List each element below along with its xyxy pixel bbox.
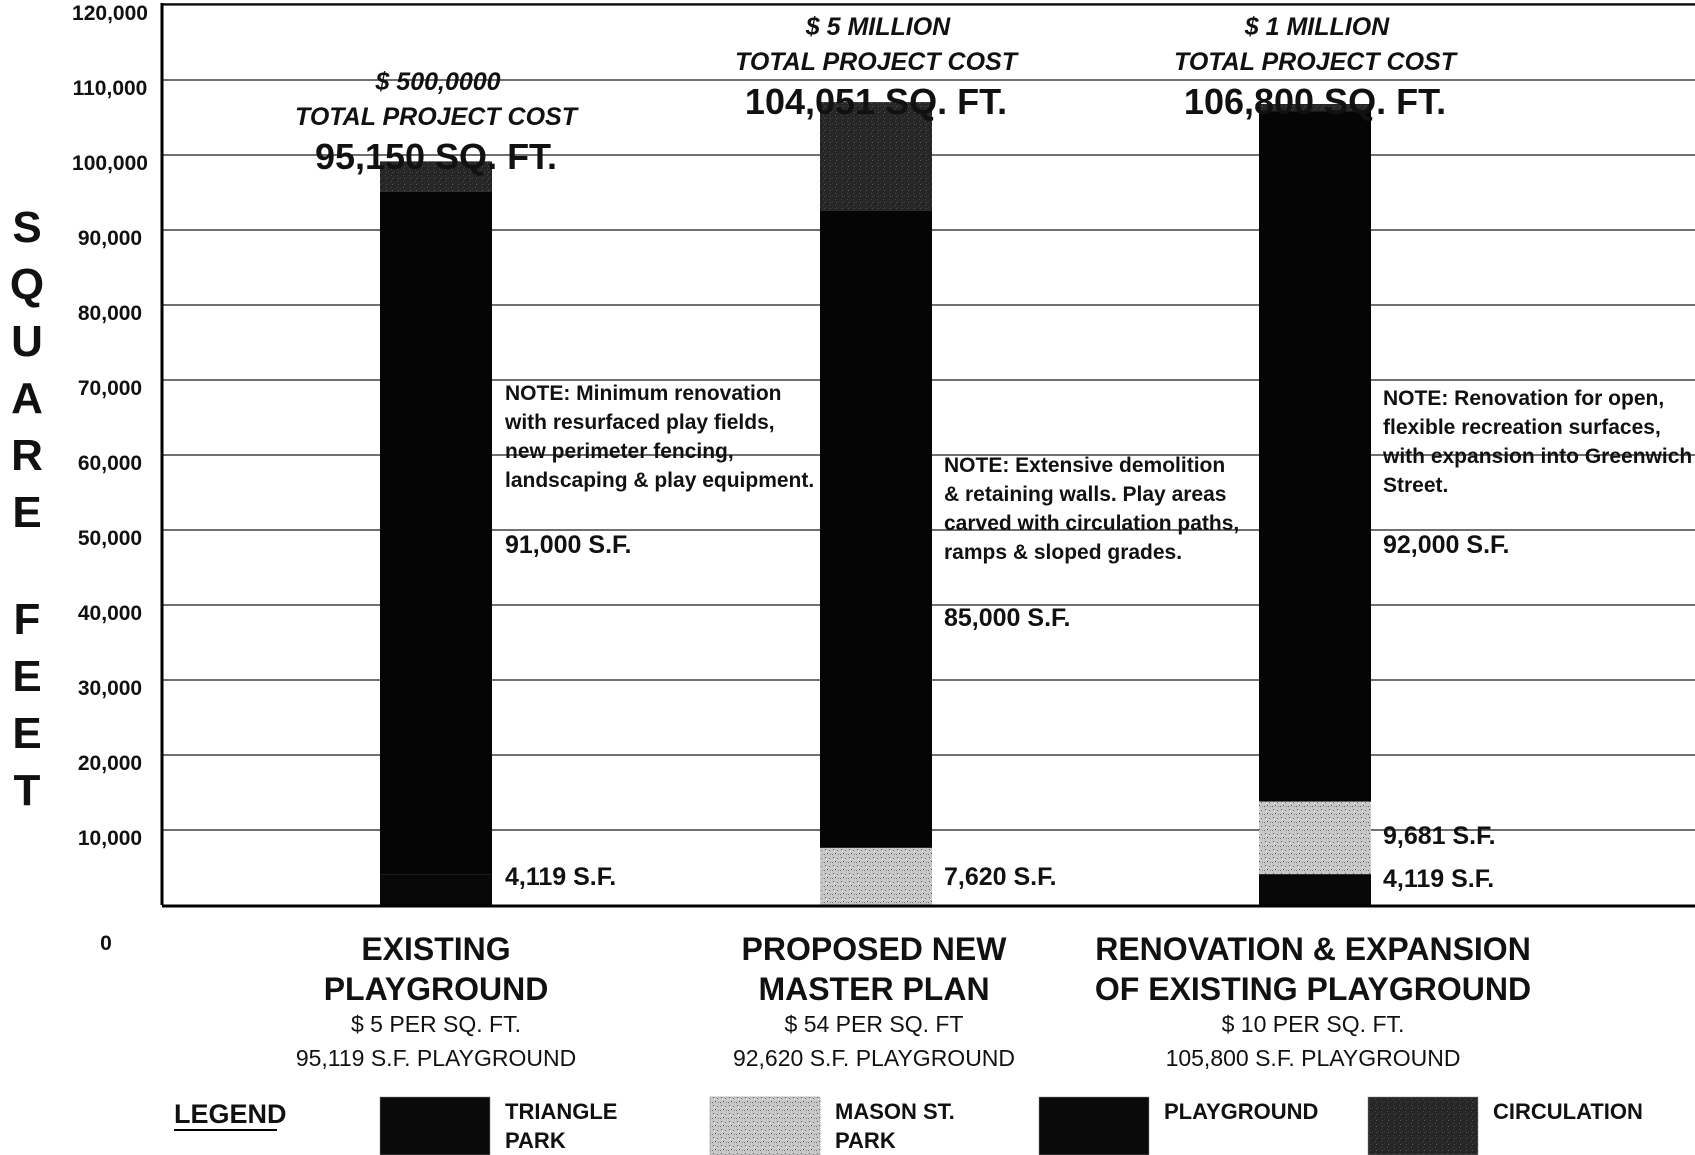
note-text: with resurfaced play fields, [504, 411, 775, 434]
y-tick-label: 20,000 [78, 752, 142, 775]
y-tick-label: 80,000 [78, 302, 142, 325]
category-per-sqft: $ 10 PER SQ. FT. [1222, 1011, 1405, 1037]
y-tick-label: 70,000 [78, 377, 142, 400]
bar-segment-triangle-park [380, 874, 492, 905]
total-sqft-label: 106,800 SQ. FT. [1184, 81, 1446, 122]
bars-layer [380, 102, 1371, 905]
project-cost-caption: TOTAL PROJECT COST [735, 48, 1020, 76]
bar-segment-circulation [820, 102, 932, 211]
segment-value-label: 4,119 S.F. [1383, 865, 1494, 893]
y-axis-title-letter: E [12, 652, 41, 701]
note-text: NOTE: Minimum renovation [505, 382, 782, 405]
category-playground-sf: 105,800 S.F. PLAYGROUND [1166, 1045, 1461, 1071]
category-per-sqft: $ 54 PER SQ. FT [785, 1011, 964, 1037]
segment-value-label: 7,620 S.F. [944, 863, 1057, 891]
y-tick-label: 10,000 [78, 827, 142, 850]
y-axis-title-letter: E [12, 709, 41, 758]
note-text: ramps & sloped grades. [944, 541, 1182, 564]
category-name-line: RENOVATION & EXPANSION [1095, 931, 1531, 967]
legend-label: TRIANGLE [505, 1099, 617, 1124]
note-text: & retaining walls. Play areas [944, 483, 1226, 506]
segment-value-label: 85,000 S.F. [944, 604, 1070, 632]
project-cost-amount: $ 500,0000 [374, 68, 500, 96]
bar-segment-mason-st-park [1259, 801, 1371, 875]
category-name-line: EXISTING [361, 931, 510, 967]
note-text: with expansion into Greenwich [1382, 445, 1692, 468]
y-tick-label: 50,000 [78, 527, 142, 550]
legend-label: PARK [835, 1128, 896, 1153]
y-axis-title-letter: S [12, 203, 41, 252]
legend-swatch [379, 1096, 491, 1155]
legend-label: MASON ST. [835, 1099, 955, 1124]
note-text: carved with circulation paths, [944, 512, 1239, 535]
note-text: NOTE: Extensive demolition [944, 454, 1225, 477]
project-cost-caption: TOTAL PROJECT COST [295, 103, 580, 131]
segment-value-label: 9,681 S.F. [1383, 822, 1496, 850]
category-per-sqft: $ 5 PER SQ. FT. [351, 1011, 521, 1037]
legend-swatch [1367, 1096, 1479, 1155]
legend-label: PLAYGROUND [1164, 1099, 1318, 1124]
y-axis-title-letter: Q [10, 260, 44, 309]
legend-title: LEGEND [174, 1099, 287, 1129]
segment-value-label: 4,119 S.F. [505, 863, 616, 891]
note-text: NOTE: Renovation for open, [1383, 387, 1664, 410]
bar-segment-playground [380, 191, 492, 875]
bar-annotations: $ 500,0000 TOTAL PROJECT COST 95,150 SQ. F… [295, 13, 1692, 893]
category-labels: EXISTING PLAYGROUND $ 5 PER SQ. FT. 95,119 … [296, 931, 1531, 1071]
category-name-line: PLAYGROUND [324, 971, 549, 1007]
y-tick-label: 40,000 [78, 602, 142, 625]
legend-swatch [1038, 1096, 1150, 1155]
legend-label: CIRCULATION [1493, 1099, 1643, 1124]
note-text: Street. [1383, 474, 1448, 497]
note-text: flexible recreation surfaces, [1383, 416, 1661, 439]
note-text: landscaping & play equipment. [505, 469, 814, 492]
y-tick-label: 110,000 [73, 77, 148, 100]
bar-segment-playground [1259, 111, 1371, 802]
category-name-line: MASTER PLAN [758, 971, 989, 1007]
project-cost-amount: $ 5 MILLION [805, 13, 951, 41]
category-playground-sf: 95,119 S.F. PLAYGROUND [296, 1045, 576, 1071]
note-text: new perimeter fencing, [505, 440, 734, 463]
bar-segment-triangle-park [1259, 874, 1371, 905]
bar-segment-mason-st-park [820, 847, 932, 905]
y-tick-label: 0 [100, 932, 112, 955]
y-axis-title-letter: E [12, 488, 41, 537]
bar-segment-circulation [380, 161, 492, 192]
total-sqft-label: 104,051 SQ. FT. [745, 81, 1007, 122]
y-axis-title-letter: A [11, 374, 43, 423]
total-sqft-label: 95,150 SQ. FT. [315, 136, 557, 177]
category-name-line: OF EXISTING PLAYGROUND [1095, 971, 1531, 1007]
y-tick-label: 120,000 [72, 2, 148, 25]
project-cost-caption: TOTAL PROJECT COST [1174, 48, 1459, 76]
y-tick-label: 90,000 [78, 227, 142, 250]
category-playground-sf: 92,620 S.F. PLAYGROUND [733, 1045, 1015, 1071]
y-tick-label: 60,000 [78, 452, 142, 475]
axes-layer [160, 3, 1695, 908]
project-cost-amount: $ 1 MILLION [1244, 13, 1390, 41]
y-tick-labels: 0 10,000 20,000 30,000 40,000 50,000 60,000 70,… [72, 2, 148, 955]
legend: LEGEND TRIANGLE PARK MASON ST. PARK PLAYGROUN… [174, 1096, 1643, 1155]
legend-label: PARK [505, 1128, 566, 1153]
y-tick-label: 30,000 [78, 677, 142, 700]
y-tick-label: 100,000 [72, 152, 148, 175]
category-name-line: PROPOSED NEW [742, 931, 1008, 967]
bar-segment-playground [820, 210, 932, 848]
y-axis-title-letter: R [11, 431, 43, 480]
segment-value-label: 91,000 S.F. [505, 531, 631, 559]
bar-segment-circulation [1259, 104, 1371, 112]
segment-value-label: 92,000 S.F. [1383, 531, 1509, 559]
y-axis-title-letter: U [11, 317, 43, 366]
y-axis-title-letter: F [14, 595, 41, 644]
legend-swatch [709, 1096, 821, 1155]
y-axis-title-letter: T [14, 766, 41, 815]
